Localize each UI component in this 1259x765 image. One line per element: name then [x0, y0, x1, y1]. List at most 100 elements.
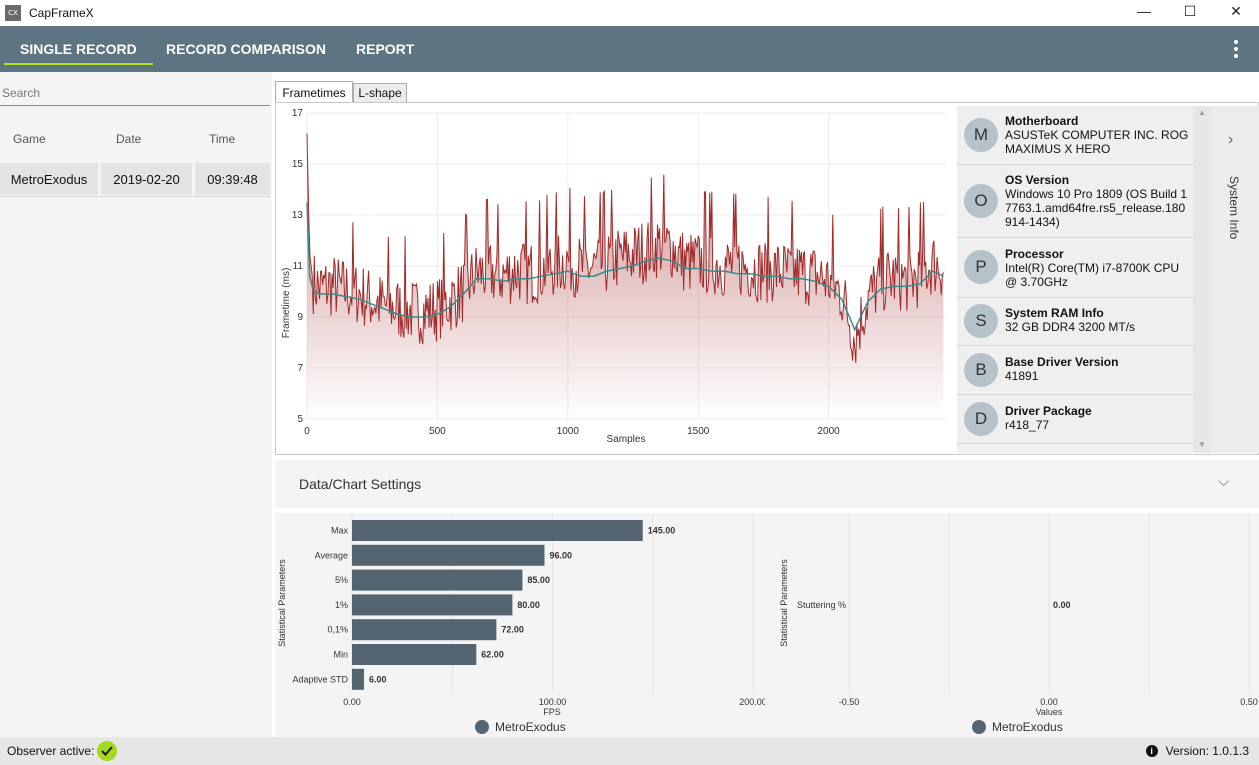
avatar: D	[964, 402, 998, 436]
y-tick-label: 7	[297, 363, 303, 374]
y-tick-label: 17	[292, 108, 304, 119]
statistics-panel: 0.00 100.00 200.00 Max 145.00 Average 96.00 5%…	[275, 513, 1259, 737]
avatar: B	[964, 353, 998, 387]
category-label: 5%	[335, 575, 348, 585]
legend-item: MetroExodus	[972, 720, 1063, 734]
sysinfo-value: 41891	[1005, 369, 1039, 383]
bar	[352, 619, 497, 641]
search-input[interactable]: Search	[0, 82, 270, 106]
scroll-up-icon[interactable]: ▲	[1198, 108, 1206, 117]
table-row[interactable]: MetroExodus 2019-02-20 09:39:48	[0, 163, 270, 197]
system-info-panel: M Motherboard ASUSTeK COMPUTER INC. ROG …	[957, 106, 1211, 453]
sysinfo-item-os: O OS Version Windows 10 Pro 1809 (OS Bui…	[957, 165, 1193, 238]
system-info-label: System Info	[1227, 176, 1241, 240]
close-button[interactable]: ✕	[1230, 2, 1242, 19]
category-label: Max	[331, 526, 349, 536]
frametime-area	[307, 133, 944, 419]
tab-record-comparison[interactable]: RECORD COMPARISON	[166, 41, 326, 57]
kebab-menu-icon[interactable]	[1233, 40, 1239, 58]
tab-l-shape[interactable]: L-shape	[353, 83, 407, 103]
column-header-game[interactable]: Game	[13, 132, 46, 146]
sysinfo-value: Windows 10 Pro 1809 (OS Build 17763.1.am…	[1005, 187, 1188, 229]
sysinfo-title: System RAM Info	[1005, 306, 1104, 320]
maximize-button[interactable]: ☐	[1183, 2, 1197, 19]
version-info: i Version: 1.0.1.3	[1145, 744, 1249, 758]
y-tick-label: 9	[297, 312, 303, 323]
checkmark-icon	[97, 741, 117, 761]
data-label: 80.00	[517, 600, 540, 610]
legend-label: MetroExodus	[495, 720, 566, 734]
sysinfo-value: Intel(R) Core(TM) i7-8700K CPU @ 3.70GHz	[1005, 261, 1180, 289]
avatar: P	[964, 250, 998, 284]
app-header: SINGLE RECORD RECORD COMPARISON REPORT	[0, 26, 1259, 72]
sysinfo-item-base-driver: B Base Driver Version 41891	[957, 346, 1193, 395]
sysinfo-title: Motherboard	[1005, 114, 1079, 128]
y-tick-label: 13	[292, 210, 304, 221]
bar	[352, 569, 523, 591]
legend-label: MetroExodus	[992, 720, 1063, 734]
column-header-time[interactable]: Time	[209, 132, 236, 146]
x-tick-label: 0.00	[343, 697, 361, 707]
tab-frametimes[interactable]: Frametimes	[275, 81, 353, 103]
sysinfo-title: Processor	[1005, 247, 1064, 261]
y-axis-label: Frametime (ms)	[281, 268, 292, 339]
x-axis-label: Samples	[607, 434, 646, 445]
category-label: Stuttering %	[797, 600, 846, 610]
sysinfo-value: 32 GB DDR4 3200 MT/s	[1005, 320, 1136, 334]
x-tick-label: 1000	[557, 426, 580, 437]
data-label: 72.00	[501, 625, 524, 635]
record-list-panel: Search Game Date Time MetroExodus 2019-0…	[0, 72, 272, 737]
fps-bar-chart[interactable]: 0.00 100.00 200.00 Max 145.00 Average 96.00 5%…	[275, 513, 765, 737]
minimize-button[interactable]: —	[1137, 3, 1151, 19]
window-title: CapFrameX	[29, 6, 94, 20]
app-logo-icon: CX	[5, 5, 21, 21]
sysinfo-item-motherboard: M Motherboard ASUSTeK COMPUTER INC. ROG …	[957, 106, 1193, 165]
chevron-down-icon[interactable]: ⌵	[1218, 473, 1229, 489]
x-tick-label: 2000	[818, 426, 841, 437]
category-label: 1%	[335, 600, 348, 610]
window-controls: — ☐ ✕	[1121, 0, 1259, 26]
bar	[352, 544, 545, 566]
system-info-toggle[interactable]: › System Info	[1211, 106, 1259, 453]
category-label: Adaptive STD	[292, 674, 348, 684]
avatar: M	[964, 118, 998, 152]
x-tick-label: 0.50	[1240, 697, 1258, 707]
version-label: Version: 1.0.1.3	[1165, 744, 1249, 758]
frametime-chart[interactable]: 5 7 9 11 13 15 17 0 500 1000 1500 2000 Samples Fram…	[276, 103, 956, 454]
x-tick-label: 0.00	[1040, 697, 1058, 707]
title-bar: CX CapFrameX — ☐ ✕	[0, 0, 1259, 26]
tab-report[interactable]: REPORT	[356, 41, 415, 57]
sysinfo-item-ram: S System RAM Info 32 GB DDR4 3200 MT/s	[957, 298, 1193, 346]
sysinfo-value: r418_77	[1005, 418, 1050, 432]
frametime-series-line	[306, 133, 944, 364]
x-tick-label: 1500	[687, 426, 710, 437]
info-icon[interactable]: i	[1145, 745, 1158, 757]
cell-date: 2019-02-20	[101, 163, 192, 195]
scroll-down-icon[interactable]: ▼	[1198, 440, 1206, 449]
avatar: S	[964, 304, 998, 338]
moving-average-line	[306, 202, 944, 332]
data-chart-settings-expander[interactable]: Data/Chart Settings ⌵	[275, 460, 1259, 508]
sysinfo-title: Base Driver Version	[1005, 355, 1119, 369]
cell-time: 09:39:48	[195, 163, 270, 195]
category-label: Average	[315, 550, 348, 560]
y-axis-label: Statistical Parameters	[779, 559, 789, 647]
bar	[352, 668, 365, 690]
column-header-date[interactable]: Date	[116, 132, 142, 146]
y-axis-label: Statistical Parameters	[277, 559, 287, 647]
data-label: 145.00	[648, 526, 676, 536]
chevron-right-icon[interactable]: ›	[1228, 131, 1234, 148]
sysinfo-scrollbar[interactable]: ▲ ▼	[1193, 106, 1211, 453]
y-tick-label: 5	[297, 414, 303, 425]
bar	[352, 594, 513, 616]
bar	[352, 644, 477, 665]
legend-dot	[972, 720, 986, 734]
sysinfo-title: Driver Package	[1005, 404, 1092, 418]
stuttering-bar-chart[interactable]: -0.50 0.00 0.50 Stuttering % 0.00 Statistic…	[765, 513, 1259, 737]
tab-single-record[interactable]: SINGLE RECORD	[4, 26, 153, 72]
y-tick-label: 11	[293, 261, 304, 272]
data-label: 96.00	[549, 550, 572, 560]
bar	[352, 520, 643, 541]
sysinfo-value: ASUSTeK COMPUTER INC. ROG MAXIMUS X HERO	[1005, 128, 1189, 156]
status-bar: Observer active: i Version: 1.0.1.3	[0, 737, 1259, 765]
